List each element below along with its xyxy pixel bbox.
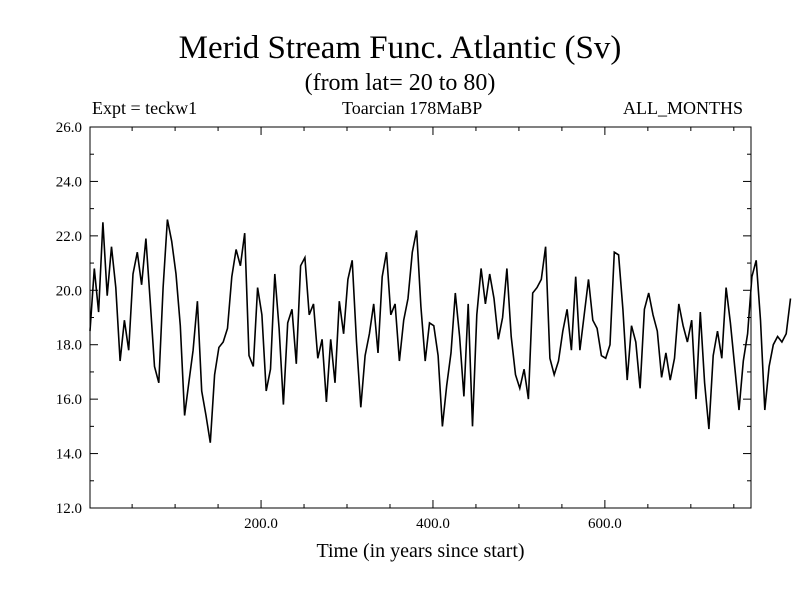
chart-subtitle: (from lat= 20 to 80) [304,70,496,96]
y-tick-label: 26.0 [56,120,82,136]
y-tick-label: 22.0 [56,229,82,245]
y-tick-label: 20.0 [56,283,82,299]
y-tick-label: 12.0 [56,501,82,517]
x-tick-label: 200.0 [244,516,278,532]
chart-title: Merid Stream Func. Atlantic (Sv) [178,30,622,66]
series-line [89,219,792,443]
experiment-label: Expt = teckw1 [92,98,198,118]
plot-frame [89,126,752,509]
months-label: ALL_MONTHS [623,98,743,118]
y-tick-label: 18.0 [56,338,82,354]
period-label: Toarcian 178MaBP [342,98,483,118]
y-tick-label: 14.0 [56,447,82,463]
y-tick-label: 24.0 [56,174,82,190]
x-tick-label: 600.0 [588,516,622,532]
x-tick-label: 400.0 [416,516,450,532]
x-axis-label: Time (in years since start) [316,540,524,562]
y-tick-label: 16.0 [56,392,82,408]
